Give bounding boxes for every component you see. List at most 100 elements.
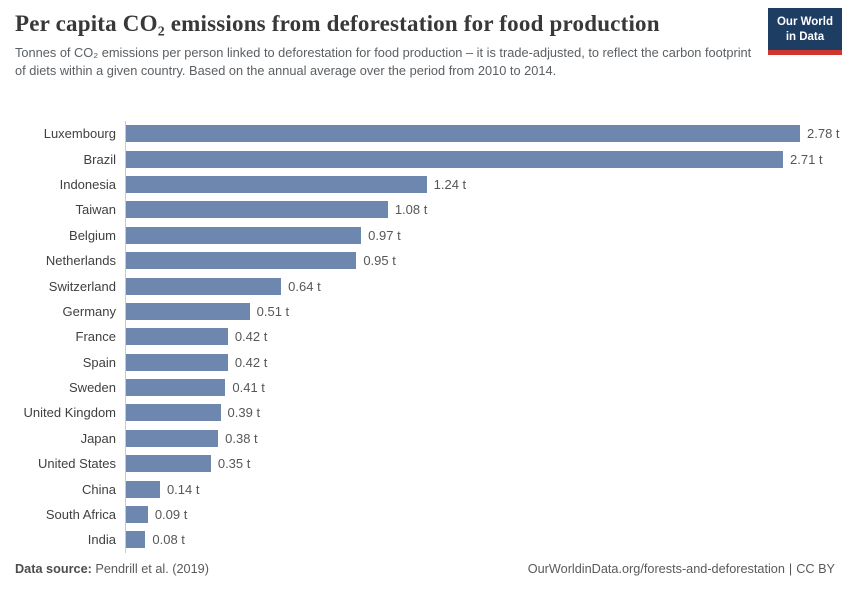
bar-row: Japan 0.38 t bbox=[15, 425, 835, 452]
bar-row: Belgium 0.97 t bbox=[15, 222, 835, 248]
data-source-label: Data source: bbox=[15, 562, 92, 576]
plot-area: 0.39 t bbox=[125, 400, 835, 426]
value-label: 0.08 t bbox=[152, 532, 185, 548]
country-label: Belgium bbox=[69, 227, 116, 243]
country-label: United Kingdom bbox=[23, 405, 117, 421]
value-label: 1.24 t bbox=[433, 176, 467, 192]
footer-link[interactable]: OurWorldinData.org/forests-and-deforesta… bbox=[527, 562, 785, 576]
bar[interactable] bbox=[126, 277, 282, 295]
bar[interactable] bbox=[126, 201, 388, 219]
bar[interactable] bbox=[126, 531, 146, 549]
plot-area: 0.14 t bbox=[125, 476, 835, 502]
country-label: Switzerland bbox=[48, 278, 116, 294]
value-label: 0.14 t bbox=[166, 481, 200, 497]
bar-row: Spain 0.42 t bbox=[15, 349, 835, 375]
bar[interactable] bbox=[126, 506, 148, 524]
data-source-value: Pendrill et al. (2019) bbox=[91, 562, 209, 576]
bar[interactable] bbox=[126, 480, 160, 498]
chart-subtitle: Tonnes of CO₂ emissions per person linke… bbox=[15, 45, 752, 79]
value-label: 0.38 t bbox=[225, 430, 258, 446]
owid-logo[interactable]: Our World in Data bbox=[767, 8, 842, 55]
bar[interactable] bbox=[126, 252, 357, 270]
bar[interactable] bbox=[126, 125, 800, 143]
country-label: Germany bbox=[62, 303, 116, 319]
plot-area: 0.35 t bbox=[125, 451, 835, 477]
value-label: 2.71 t bbox=[790, 151, 823, 167]
plot-area: 0.42 t bbox=[125, 349, 835, 375]
bar[interactable] bbox=[126, 226, 362, 244]
country-label: Sweden bbox=[69, 380, 116, 396]
owid-logo-line1: Our World bbox=[776, 16, 833, 28]
country-label: Luxembourg bbox=[43, 126, 116, 142]
bar-row: South Africa 0.09 t bbox=[15, 501, 835, 528]
bar-row: Switzerland 0.64 t bbox=[15, 273, 835, 299]
bar-row: India 0.08 t bbox=[15, 527, 835, 553]
plot-area: 0.64 t bbox=[125, 273, 835, 299]
value-label: 1.08 t bbox=[394, 202, 428, 218]
bar-rows: Luxembourg 2.78 t Brazil 2.71 t Indonesia 1.2… bbox=[15, 121, 840, 553]
bar[interactable] bbox=[126, 404, 221, 422]
bar-chart: Luxembourg 2.78 t Brazil 2.71 t Indonesia 1.2… bbox=[15, 121, 840, 553]
bar[interactable] bbox=[126, 302, 250, 320]
value-label: 0.51 t bbox=[256, 303, 290, 319]
plot-area: 0.95 t bbox=[125, 247, 835, 274]
chart-footer: Data source: Pendrill et al. (2019) OurW… bbox=[15, 562, 835, 576]
bar-row: Taiwan 1.08 t bbox=[15, 197, 835, 223]
country-label: Spain bbox=[82, 354, 116, 370]
value-label: 0.95 t bbox=[363, 253, 396, 269]
owid-logo-line2: in Data bbox=[785, 30, 825, 43]
bar-row: Brazil 2.71 t bbox=[15, 146, 835, 172]
page-title: Per capita CO₂ emissions from deforestat… bbox=[15, 11, 660, 36]
plot-area: 1.24 t bbox=[125, 171, 835, 198]
bar-row: Indonesia 1.24 t bbox=[15, 171, 835, 198]
bar-row: Germany 0.51 t bbox=[15, 298, 835, 325]
plot-area: 2.78 t bbox=[125, 121, 840, 147]
country-label: South Africa bbox=[45, 507, 116, 523]
bar-row: Netherlands 0.95 t bbox=[15, 247, 835, 274]
plot-area: 0.51 t bbox=[125, 298, 835, 325]
plot-area: 0.38 t bbox=[125, 425, 835, 452]
plot-area: 2.71 t bbox=[125, 146, 835, 172]
value-label: 0.97 t bbox=[368, 227, 401, 243]
bar-row: China 0.14 t bbox=[15, 476, 835, 502]
value-label: 0.39 t bbox=[227, 405, 261, 421]
bar[interactable] bbox=[126, 175, 427, 193]
plot-area: 0.08 t bbox=[125, 527, 835, 553]
country-label: India bbox=[87, 532, 116, 548]
footer-attribution: OurWorldinData.org/forests-and-deforesta… bbox=[528, 562, 835, 576]
bar-row: Sweden 0.41 t bbox=[15, 374, 835, 401]
value-label: 0.09 t bbox=[154, 507, 188, 523]
country-label: France bbox=[75, 329, 116, 345]
plot-area: 0.09 t bbox=[125, 501, 835, 528]
bar-row: United States 0.35 t bbox=[15, 451, 835, 477]
bar[interactable] bbox=[126, 429, 219, 447]
bar[interactable] bbox=[126, 379, 226, 397]
bar[interactable] bbox=[126, 455, 211, 473]
data-source: Data source: Pendrill et al. (2019) bbox=[15, 562, 209, 576]
bar-row: France 0.42 t bbox=[15, 324, 835, 350]
value-label: 0.42 t bbox=[234, 329, 268, 345]
bar[interactable] bbox=[126, 353, 228, 371]
bar-row: Luxembourg 2.78 t bbox=[15, 121, 840, 147]
country-label: Netherlands bbox=[45, 253, 116, 269]
bar[interactable] bbox=[126, 328, 228, 346]
value-label: 0.35 t bbox=[217, 456, 251, 472]
chart-header: Per capita CO₂ emissions from deforestat… bbox=[0, 0, 850, 80]
country-label: Indonesia bbox=[59, 176, 116, 192]
value-label: 0.42 t bbox=[234, 354, 268, 370]
country-label: United States bbox=[37, 456, 116, 472]
bar[interactable] bbox=[126, 150, 784, 168]
country-label: China bbox=[82, 481, 116, 497]
country-label: Taiwan bbox=[75, 202, 116, 218]
plot-area: 1.08 t bbox=[125, 197, 835, 223]
value-label: 0.64 t bbox=[288, 278, 321, 294]
country-label: Japan bbox=[80, 430, 116, 446]
value-label: 2.78 t bbox=[807, 126, 840, 142]
footer-separator: | bbox=[788, 562, 793, 576]
license-label: CC BY bbox=[796, 562, 835, 576]
plot-area: 0.41 t bbox=[125, 374, 835, 401]
plot-area: 0.42 t bbox=[125, 324, 835, 350]
bar-row: United Kingdom 0.39 t bbox=[15, 400, 835, 426]
value-label: 0.41 t bbox=[232, 380, 265, 396]
plot-area: 0.97 t bbox=[125, 222, 835, 248]
